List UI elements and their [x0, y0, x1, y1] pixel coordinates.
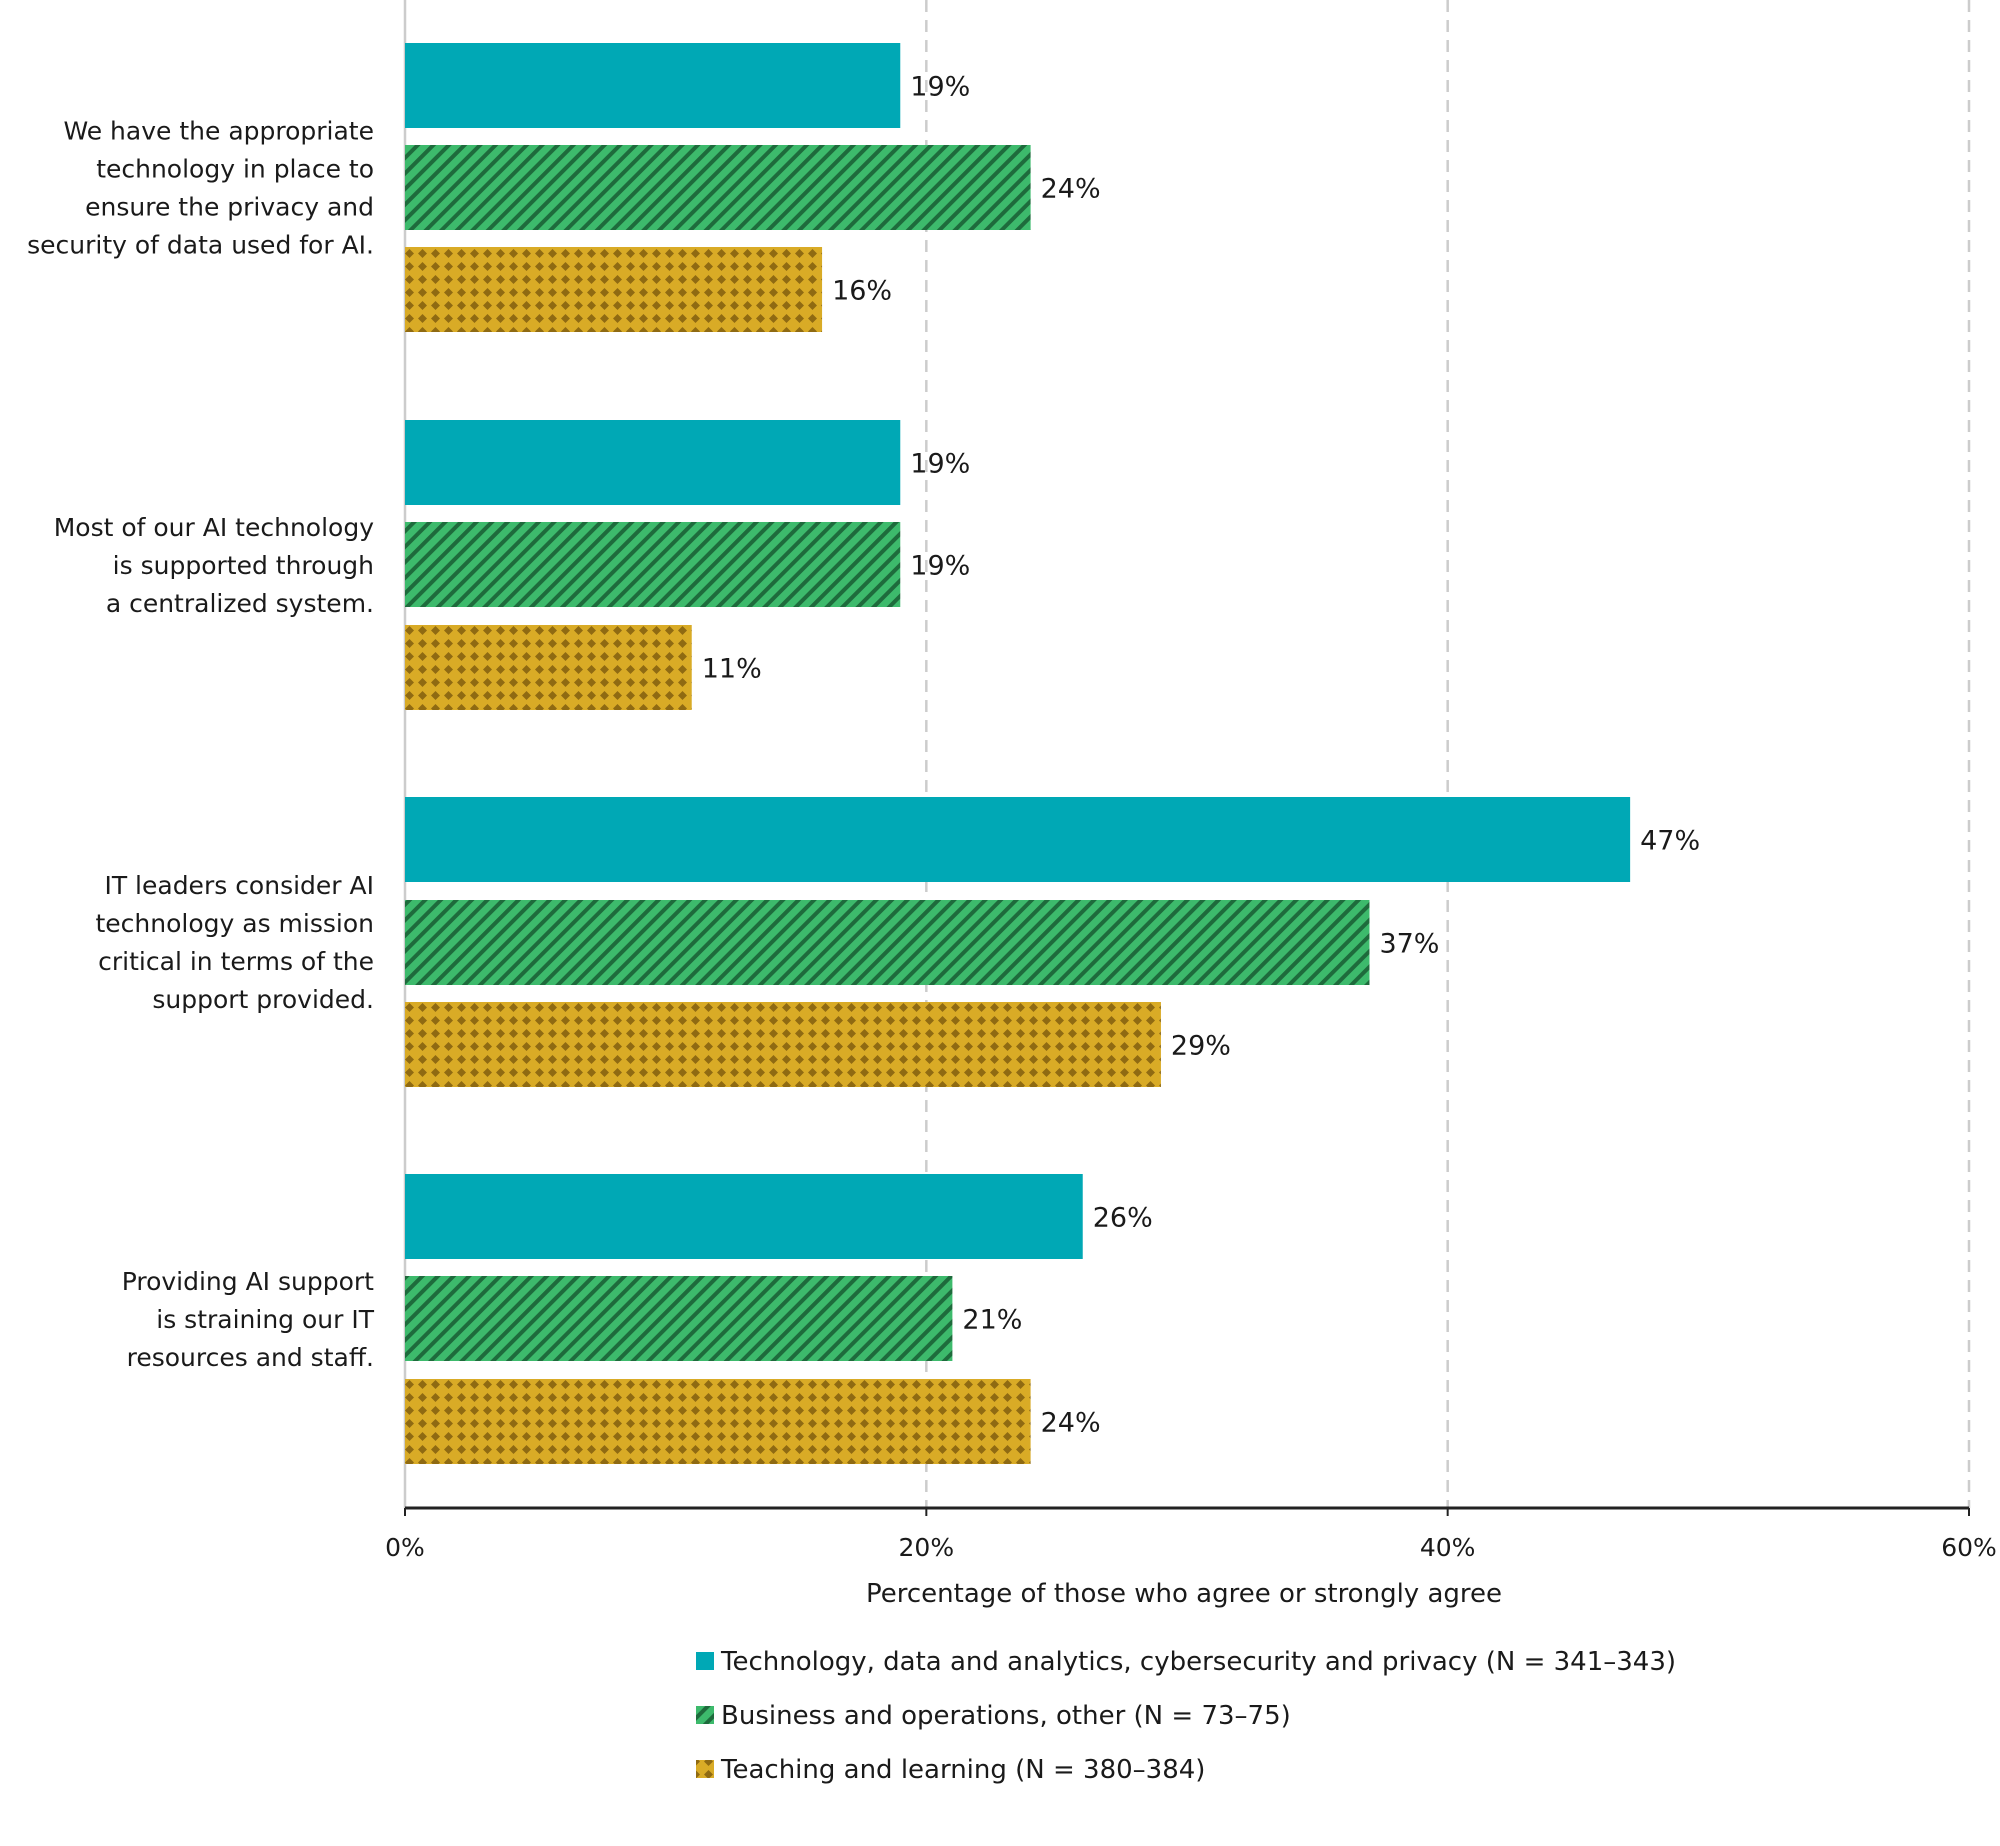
x-tick-label: 60% — [1941, 1533, 1997, 1562]
category-label-line: technology as mission — [96, 909, 375, 938]
category-label-line: We have the appropriate — [63, 117, 374, 146]
bar-solid-2 — [405, 797, 1631, 882]
bar-diagonal-stripes-1 — [405, 522, 901, 607]
value-label: 24% — [1041, 1408, 1101, 1439]
category-label-line: is supported through — [113, 551, 374, 580]
x-axis-title: Percentage of those who agree or strongl… — [866, 1579, 1502, 1609]
legend-swatch — [696, 1760, 714, 1778]
value-label: 19% — [910, 449, 970, 480]
x-tick-label: 40% — [1420, 1533, 1476, 1562]
value-label: 16% — [832, 276, 892, 307]
x-axis: 0% 20% 40% 60% — [385, 1506, 1997, 1562]
bar-diagonal-stripes-2 — [405, 900, 1370, 985]
value-label: 47% — [1640, 826, 1700, 857]
category-label-line: Most of our AI technology — [54, 513, 374, 542]
legend-label: Business and operations, other (N = 73–7… — [721, 1701, 1291, 1731]
category-label-line: technology in place to — [96, 155, 374, 184]
value-label: 37% — [1379, 929, 1439, 960]
category-labels: We have the appropriate technology in pla… — [27, 117, 375, 1373]
legend-item: Business and operations, other (N = 73–7… — [696, 1701, 1291, 1731]
legend-item: Teaching and learning (N = 380–384) — [696, 1755, 1205, 1785]
bar-diamond-grid-1 — [405, 625, 692, 710]
category-label: Providing AI support is straining our IT r… — [122, 1267, 375, 1372]
category-label-line: security of data used for AI. — [27, 231, 374, 260]
value-label: 21% — [962, 1305, 1022, 1336]
category-label-line: Providing AI support — [122, 1267, 374, 1296]
x-tick-label: 0% — [385, 1533, 425, 1562]
value-label: 24% — [1041, 174, 1101, 205]
legend-label: Technology, data and analytics, cybersec… — [720, 1647, 1676, 1677]
bar-diagonal-stripes-3 — [405, 1276, 953, 1361]
category-label-line: resources and staff. — [127, 1343, 374, 1372]
value-labels: 19% 19% 47% 26% 24% 19% 37% 21% 16% 11% 29% 24% — [702, 72, 1700, 1439]
bar-diamond-grid-3 — [405, 1379, 1031, 1464]
bar-solid-0 — [405, 43, 901, 128]
bar-diamond-grid-2 — [405, 1002, 1161, 1087]
legend: Technology, data and analytics, cybersec… — [696, 1647, 1676, 1785]
bar-diagonal-stripes-0 — [405, 145, 1031, 230]
bar-solid-1 — [405, 420, 901, 505]
value-label: 19% — [910, 551, 970, 582]
category-label-line: a centralized system. — [106, 589, 374, 618]
value-label: 11% — [702, 654, 762, 685]
category-label-line: ensure the privacy and — [85, 193, 374, 222]
legend-swatch — [696, 1652, 714, 1670]
bars — [405, 43, 1631, 1464]
category-label-line: critical in terms of the — [98, 947, 374, 976]
category-label-line: is straining our IT — [156, 1305, 374, 1334]
value-label: 26% — [1093, 1203, 1153, 1234]
category-label: Most of our AI technology is supported th… — [54, 513, 374, 618]
legend-label: Teaching and learning (N = 380–384) — [720, 1755, 1205, 1785]
value-label: 19% — [910, 72, 970, 103]
legend-swatch — [696, 1706, 714, 1724]
category-label: IT leaders consider AI technology as miss… — [96, 871, 375, 1014]
x-tick-label: 20% — [899, 1533, 955, 1562]
value-label: 29% — [1171, 1031, 1231, 1062]
legend-item: Technology, data and analytics, cybersec… — [696, 1647, 1676, 1677]
bar-solid-3 — [405, 1174, 1083, 1259]
category-label: We have the appropriate technology in pla… — [27, 117, 374, 260]
category-label-line: support provided. — [152, 985, 374, 1014]
category-label-line: IT leaders consider AI — [104, 871, 374, 900]
bar-diamond-grid-0 — [405, 247, 823, 332]
